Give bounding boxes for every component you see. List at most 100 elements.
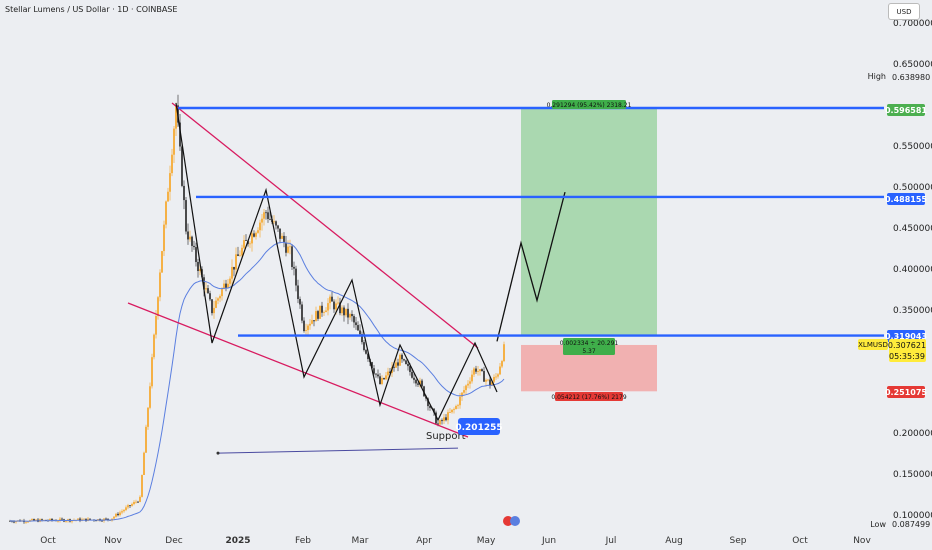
- candle-body: [317, 311, 319, 319]
- candle-body: [125, 507, 127, 511]
- x-tick-label: 2025: [225, 536, 250, 546]
- candle-body: [341, 307, 343, 314]
- candle-body: [263, 212, 265, 219]
- candle-body: [119, 512, 121, 516]
- low-value: 0.087499: [892, 520, 930, 529]
- candle-body: [15, 521, 17, 523]
- x-tick-label: Oct: [792, 536, 808, 546]
- profit-zone[interactable]: [521, 108, 657, 336]
- candle-body: [217, 298, 219, 301]
- candle-body: [367, 353, 369, 360]
- candle-body: [417, 383, 419, 385]
- candle-body: [57, 520, 59, 522]
- candle-body: [245, 240, 247, 241]
- candle-body: [129, 505, 131, 507]
- candle-body: [401, 354, 403, 360]
- candle-body: [375, 373, 377, 375]
- candle-body: [475, 368, 477, 372]
- zigzag-pattern: [175, 102, 498, 422]
- candle-body: [255, 232, 257, 237]
- y-tick-label: 0.550000: [893, 142, 932, 152]
- candle-body: [199, 269, 201, 272]
- svg-text:0.596581: 0.596581: [885, 106, 927, 115]
- currency-selector[interactable]: USD: [888, 3, 920, 20]
- candle-body: [351, 313, 353, 317]
- candle-body: [311, 320, 313, 324]
- candle-body: [451, 409, 453, 413]
- svg-text:0.002334 ÷ 20.291: 0.002334 ÷ 20.291: [560, 340, 619, 347]
- candle-body: [363, 342, 365, 351]
- candle-body: [229, 278, 231, 284]
- candle-body: [175, 105, 177, 129]
- target-price-tag: 0.596581: [885, 104, 927, 116]
- candle-body: [41, 519, 43, 521]
- candle-body: [153, 334, 155, 358]
- candle-body: [339, 302, 341, 314]
- candle-body: [307, 325, 309, 331]
- y-axis: 0.700000 0.650000 0.550000 0.500000 0.450000…: [893, 19, 932, 521]
- candle-body: [137, 501, 139, 503]
- candle-body: [79, 518, 81, 521]
- x-axis: Oct Nov Dec 2025 Feb Mar Apr May Jun Jul Aug Sep Oct…: [40, 536, 871, 546]
- candle-body: [349, 313, 351, 318]
- candle-body: [221, 288, 223, 297]
- candle-body: [207, 288, 209, 294]
- candle-body: [299, 298, 301, 305]
- candle-body: [89, 518, 91, 520]
- candle-body: [183, 185, 185, 201]
- candle-body: [139, 496, 141, 502]
- candle-body: [365, 350, 367, 354]
- candle-body: [471, 374, 473, 382]
- x-tick-label: Dec: [165, 536, 182, 546]
- candle-body: [259, 222, 261, 231]
- x-tick-label: Mar: [352, 536, 369, 546]
- candle-body: [241, 247, 243, 256]
- event-icon[interactable]: [503, 516, 520, 526]
- candle-body: [287, 246, 289, 253]
- candle-body: [495, 376, 497, 378]
- candle-body: [381, 378, 383, 384]
- candle-body: [161, 251, 163, 273]
- stop-price-tag: 0.251075: [885, 386, 927, 398]
- candle-body: [373, 368, 375, 374]
- candle-body: [239, 255, 241, 257]
- candle-body: [83, 518, 85, 520]
- candle-body: [335, 303, 337, 310]
- svg-text:0.488155: 0.488155: [885, 195, 927, 204]
- candle-body: [123, 510, 125, 512]
- candle-body: [397, 362, 399, 366]
- ratio-label: 0.002334 ÷ 20.291 5.37: [560, 338, 619, 355]
- candle-body: [195, 247, 197, 262]
- symbol-title: Stellar Lumens / US Dollar · 1D · COINBA…: [5, 5, 178, 14]
- candle-body: [169, 173, 171, 192]
- candle-body: [389, 371, 391, 374]
- candle-body: [437, 423, 439, 425]
- candle-body: [233, 266, 235, 270]
- candle-body: [27, 521, 29, 523]
- candle-body: [303, 320, 305, 332]
- candle-body: [171, 154, 173, 174]
- candle-body: [35, 519, 37, 521]
- candle-body: [343, 307, 345, 316]
- candle-body: [445, 417, 447, 421]
- candle-body: [141, 474, 143, 497]
- candle-body: [187, 231, 189, 240]
- support-anchor: [216, 451, 220, 455]
- candle-body: [429, 406, 431, 408]
- candle-body: [345, 308, 347, 316]
- candle-body: [185, 200, 187, 232]
- candle-body: [285, 242, 287, 253]
- candle-body: [463, 390, 465, 393]
- candle-body: [305, 330, 307, 332]
- x-tick-label: Oct: [40, 536, 56, 546]
- candle-body: [121, 511, 123, 513]
- candle-body: [107, 518, 109, 520]
- candle-body: [385, 375, 387, 380]
- candle-body: [157, 297, 159, 317]
- high-label: High: [868, 72, 886, 81]
- x-tick-label: Nov: [853, 536, 871, 546]
- candle-body: [333, 301, 335, 310]
- candle-body: [323, 312, 325, 313]
